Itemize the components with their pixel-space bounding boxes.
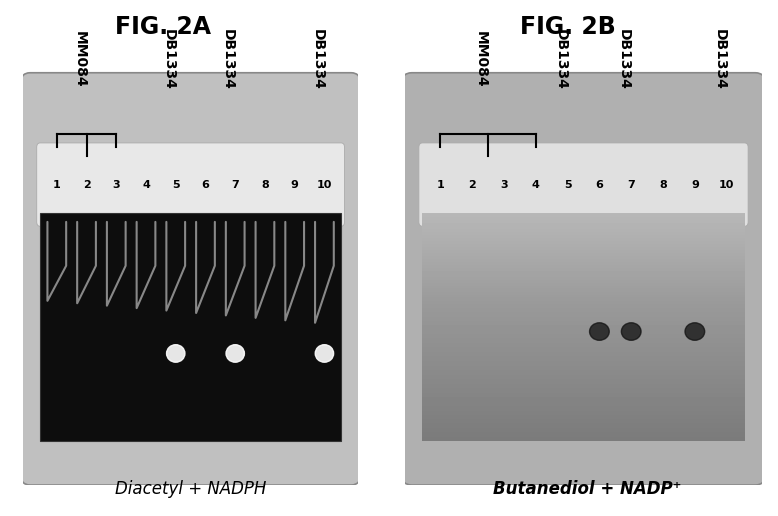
Text: MM084: MM084 (474, 31, 488, 88)
Text: DB1334: DB1334 (221, 29, 235, 90)
Text: 5: 5 (172, 180, 180, 189)
Text: DB1334: DB1334 (162, 29, 176, 90)
FancyBboxPatch shape (40, 213, 341, 441)
Text: DB1334: DB1334 (713, 29, 727, 90)
Text: 3: 3 (113, 180, 120, 189)
Text: 4: 4 (142, 180, 150, 189)
Ellipse shape (622, 323, 641, 341)
Ellipse shape (226, 345, 244, 362)
Text: FIG. 2A: FIG. 2A (115, 15, 212, 40)
Text: 8: 8 (659, 180, 667, 189)
FancyBboxPatch shape (401, 73, 766, 485)
Text: 5: 5 (564, 180, 571, 189)
Text: Butanediol + NADP⁺: Butanediol + NADP⁺ (493, 480, 682, 498)
Text: 9: 9 (291, 180, 299, 189)
Ellipse shape (685, 323, 705, 341)
Text: 1: 1 (53, 180, 61, 189)
Text: 3: 3 (500, 180, 508, 189)
Ellipse shape (590, 323, 609, 341)
Text: 2: 2 (82, 180, 90, 189)
Text: 2: 2 (468, 180, 476, 189)
FancyBboxPatch shape (37, 143, 345, 227)
Text: DB1334: DB1334 (554, 29, 568, 90)
Text: 6: 6 (595, 180, 604, 189)
Text: 4: 4 (532, 180, 540, 189)
Ellipse shape (166, 345, 185, 362)
FancyBboxPatch shape (422, 255, 745, 261)
Text: DB1334: DB1334 (310, 29, 324, 90)
Text: FIG. 2B: FIG. 2B (520, 15, 616, 40)
Text: 7: 7 (231, 180, 239, 189)
Text: 8: 8 (261, 180, 269, 189)
Text: 7: 7 (627, 180, 635, 189)
FancyBboxPatch shape (419, 143, 748, 227)
Text: 6: 6 (202, 180, 209, 189)
Text: Diacetyl + NADPH: Diacetyl + NADPH (115, 480, 266, 498)
Text: MM084: MM084 (72, 31, 86, 88)
Text: 1: 1 (436, 180, 444, 189)
Text: 9: 9 (691, 180, 699, 189)
Text: 10: 10 (317, 180, 332, 189)
Text: 10: 10 (719, 180, 734, 189)
Text: DB1334: DB1334 (617, 29, 631, 90)
Ellipse shape (315, 345, 334, 362)
FancyBboxPatch shape (20, 73, 361, 485)
